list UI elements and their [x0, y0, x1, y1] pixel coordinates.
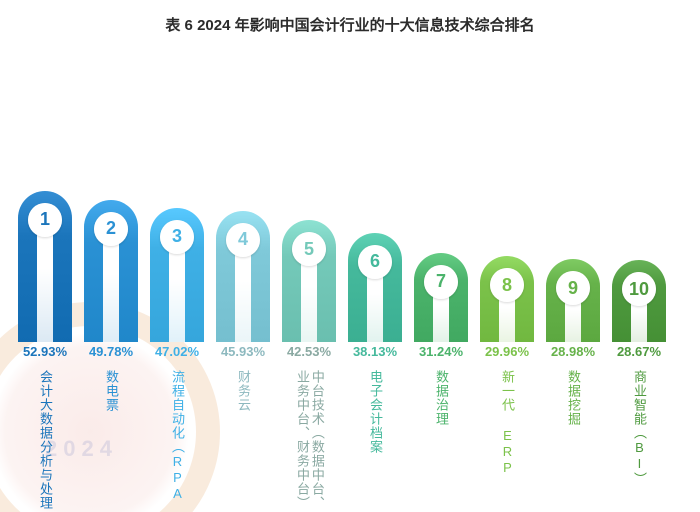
- bar-item: 7: [414, 253, 468, 342]
- item-name: 新一代 ERP: [499, 370, 514, 476]
- percent-label: 38.13%: [348, 344, 402, 359]
- percent-label: 28.98%: [546, 344, 600, 359]
- bar-item: 10: [612, 260, 666, 342]
- rank-badge: 9: [556, 271, 590, 305]
- rank-badge: 4: [226, 223, 260, 257]
- bar-item: 3: [150, 208, 204, 342]
- percent-label: 47.02%: [150, 344, 204, 359]
- bar-item: 4: [216, 211, 270, 342]
- rank-badge: 10: [622, 272, 656, 306]
- rank-badge: 5: [292, 232, 326, 266]
- item-name: 数电票: [103, 370, 118, 412]
- bar-item: 1: [18, 191, 72, 342]
- item-name: 商业智能（BI）: [631, 370, 646, 486]
- item-name: 流程自动化（RPA 和 IPA）: [169, 370, 184, 512]
- ranking-bar-chart: 123456789 10: [18, 52, 682, 342]
- percent-label: 42.53%: [282, 344, 336, 359]
- item-name: 财务云: [235, 370, 250, 412]
- item-name: 中台技术（数据中台、 业务中台、财务中台）: [294, 370, 324, 510]
- rank-badge: 1: [28, 203, 62, 237]
- bar-item: 2: [84, 200, 138, 342]
- bar-item: 5: [282, 220, 336, 342]
- item-name: 会计大数据分析与处理: [37, 370, 52, 510]
- percent-label: 49.78%: [84, 344, 138, 359]
- bar-item: 9: [546, 259, 600, 342]
- item-name: 数据挖掘: [565, 370, 580, 426]
- item-name: 电子会计档案: [367, 370, 382, 454]
- watermark-year: 2024: [45, 436, 118, 462]
- rank-badge: 3: [160, 220, 194, 254]
- rank-badge: 7: [424, 265, 458, 299]
- bar-item: 6: [348, 233, 402, 342]
- item-name: 数据治理: [433, 370, 448, 426]
- percent-label: 28.67%: [612, 344, 666, 359]
- percent-label: 29.96%: [480, 344, 534, 359]
- bar-item: 8: [480, 256, 534, 342]
- percent-label: 31.24%: [414, 344, 468, 359]
- percent-label: 52.93%: [18, 344, 72, 359]
- rank-badge: 2: [94, 212, 128, 246]
- chart-title: 表 6 2024 年影响中国会计行业的十大信息技术综合排名: [0, 14, 700, 35]
- percent-label: 45.93%: [216, 344, 270, 359]
- rank-badge: 6: [358, 245, 392, 279]
- bar-slot: [103, 229, 119, 342]
- bar-slot: [37, 220, 53, 342]
- rank-badge: 8: [490, 268, 524, 302]
